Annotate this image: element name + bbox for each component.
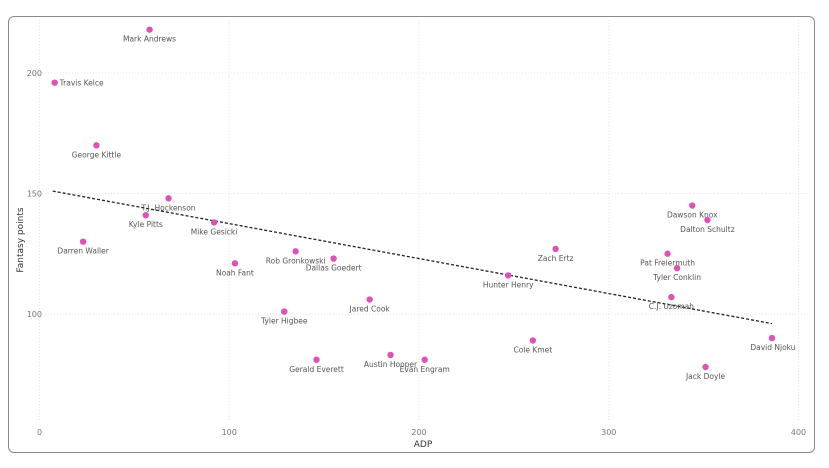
- x-tick-label: 200: [411, 428, 426, 437]
- y-tick-label: 200: [27, 69, 42, 78]
- data-label: Dawson Knox: [667, 211, 718, 220]
- data-label: Rob Gronkowski: [266, 256, 326, 265]
- x-axis-title: ADP: [414, 440, 433, 450]
- data-point: [668, 293, 675, 301]
- y-tick-label: 100: [27, 310, 42, 319]
- data-label: Mark Andrews: [123, 35, 176, 44]
- data-label: Dallas Goedert: [306, 264, 362, 273]
- data-point: [281, 308, 288, 315]
- data-point: [51, 79, 58, 86]
- y-tick-label: 150: [27, 189, 42, 198]
- x-tick-label: 400: [791, 428, 806, 437]
- data-label: Tyler Conklin: [652, 273, 701, 282]
- data-label: Gerald Everett: [289, 365, 344, 374]
- data-point: [387, 351, 394, 359]
- data-label: Evan Engram: [400, 365, 450, 374]
- trendline: [52, 190, 773, 325]
- data-label: Jared Cook: [349, 305, 391, 314]
- data-points: Mark Andrews Travis Kelce George Kittle T.J…: [51, 26, 796, 381]
- data-point: [165, 195, 172, 202]
- data-label: Pat Freiermuth: [640, 259, 695, 268]
- data-label: Hunter Henry: [483, 280, 534, 289]
- data-label: Jack Doyle: [685, 372, 726, 381]
- data-point: [673, 264, 681, 272]
- data-point: [292, 248, 299, 255]
- data-label: Kyle Pitts: [129, 220, 163, 229]
- data-label: Darren Waller: [57, 247, 109, 256]
- data-point: [210, 219, 218, 226]
- data-point: [142, 211, 149, 219]
- chart-frame: [8, 16, 815, 453]
- data-point: [702, 363, 709, 371]
- data-point: [146, 26, 153, 33]
- data-point: [768, 334, 776, 342]
- data-label: Tyler Higbee: [260, 317, 308, 326]
- data-point: [689, 202, 696, 209]
- data-label: Noah Fant: [216, 268, 254, 277]
- data-label: Mike Gesicki: [191, 227, 238, 236]
- data-point: [504, 272, 512, 279]
- data-point: [366, 296, 373, 303]
- trendline-group: [52, 190, 773, 325]
- data-point: [93, 142, 100, 149]
- data-label: David Njoku: [750, 343, 795, 352]
- data-point: [421, 356, 428, 363]
- x-tick-label: 100: [222, 428, 237, 437]
- grid: [30, 20, 808, 420]
- x-tick-label: 300: [601, 428, 616, 437]
- data-label: Cole Kmet: [514, 345, 553, 354]
- data-point: [529, 337, 537, 344]
- data-label: T.J. Hockenson: [140, 203, 195, 212]
- data-label: Travis Kelce: [59, 79, 104, 88]
- data-label: George Kittle: [72, 150, 122, 159]
- data-point: [552, 245, 559, 253]
- data-point: [664, 250, 671, 257]
- data-point: [313, 356, 320, 363]
- data-label: Dalton Schultz: [680, 225, 735, 234]
- data-point: [330, 255, 337, 262]
- data-point: [79, 238, 87, 245]
- data-point: [231, 260, 239, 267]
- data-point: [704, 216, 711, 224]
- data-label: Austin Hooper: [364, 360, 418, 369]
- axis-ticks: 0 100 200 300 400 100 150 200: [27, 69, 806, 437]
- data-label: C.J. Uzomah: [649, 302, 695, 311]
- y-axis-title: Fantasy points: [16, 207, 26, 272]
- data-label: Zach Ertz: [538, 254, 574, 263]
- x-tick-label: 0: [37, 428, 42, 437]
